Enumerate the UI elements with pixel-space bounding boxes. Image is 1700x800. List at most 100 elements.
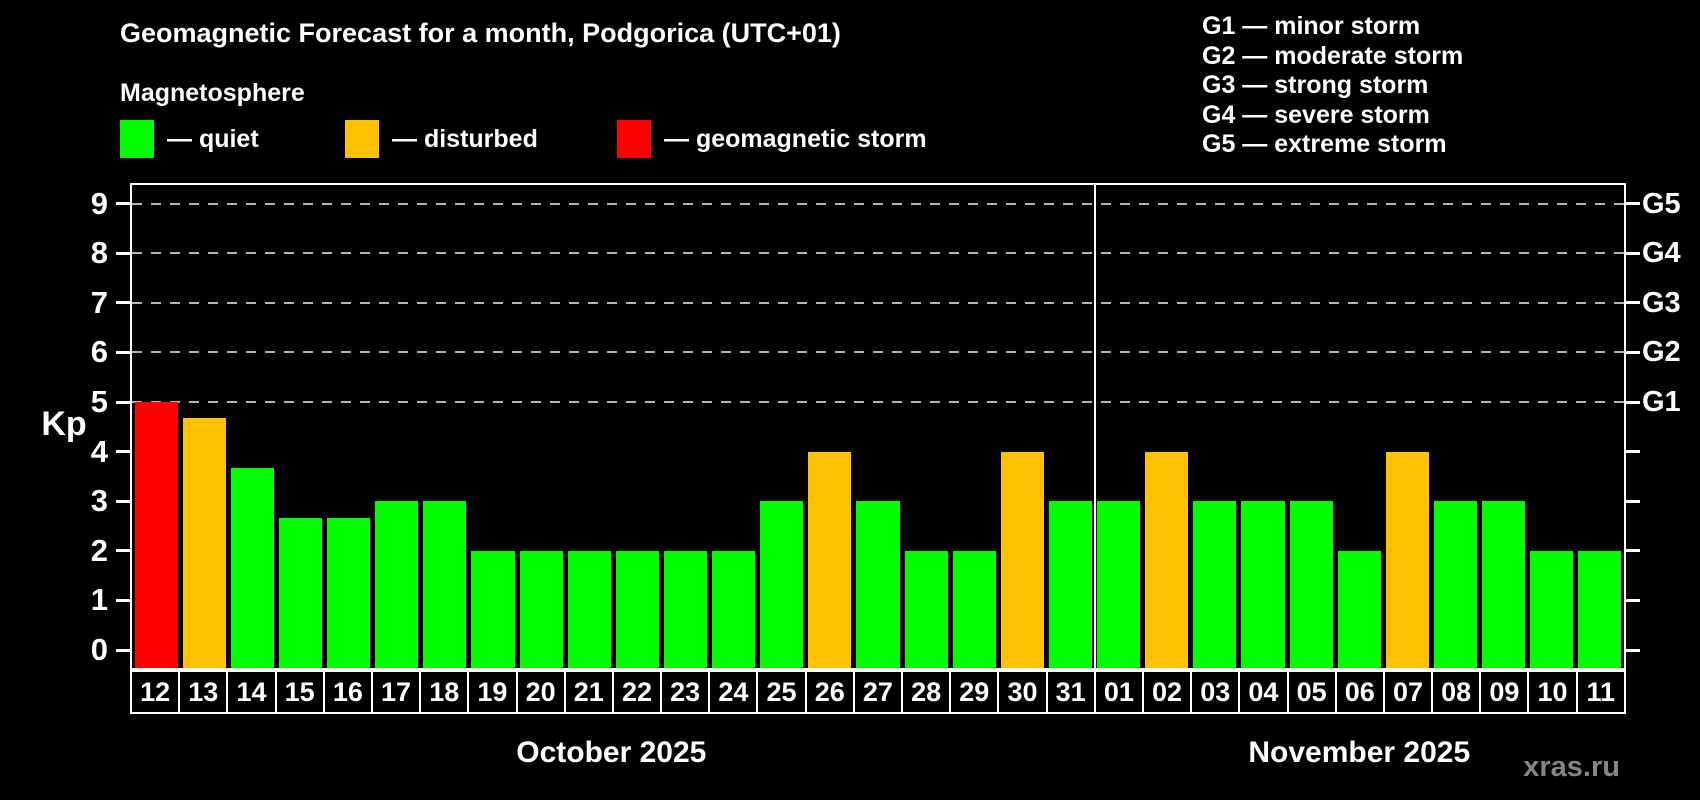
disturbed-color-swatch bbox=[345, 120, 379, 158]
date-cell-17: 17 bbox=[370, 670, 422, 714]
kp-bar-10 bbox=[1530, 550, 1574, 668]
y-axis-tick-label-6: 6 bbox=[90, 334, 108, 370]
date-cell-15: 15 bbox=[274, 670, 325, 714]
plot-area bbox=[132, 185, 1624, 668]
y-tick-right-6 bbox=[1626, 350, 1640, 354]
y-tick-left-5 bbox=[116, 400, 130, 404]
y-axis-tick-label-7: 7 bbox=[90, 284, 108, 320]
date-cell-01: 01 bbox=[1093, 670, 1144, 714]
quiet-color-swatch bbox=[120, 120, 154, 158]
g-level-label-g1: G1 bbox=[1642, 386, 1681, 418]
y-axis-tick-label-4: 4 bbox=[90, 433, 108, 469]
legend-label-storm: — geomagnetic storm bbox=[664, 124, 927, 153]
y-tick-left-9 bbox=[116, 202, 130, 206]
date-cell-30: 30 bbox=[997, 670, 1048, 714]
gridline-kp9 bbox=[132, 202, 1624, 205]
date-cell-27: 27 bbox=[852, 670, 903, 714]
g5-legend-line: G5 — extreme storm bbox=[1202, 130, 1447, 158]
g2-legend-line: G2 — moderate storm bbox=[1202, 41, 1464, 70]
month-label-november: November 2025 bbox=[1248, 736, 1471, 769]
gridline-kp5 bbox=[132, 401, 1624, 403]
kp-bar-18 bbox=[423, 501, 467, 668]
y-axis-tick-label-2: 2 bbox=[90, 532, 108, 568]
y-axis-title-kp: Kp bbox=[41, 405, 87, 443]
kp-bar-31 bbox=[1048, 501, 1093, 668]
kp-bar-22 bbox=[615, 550, 659, 668]
kp-bar-27 bbox=[856, 501, 900, 668]
y-tick-left-4 bbox=[116, 450, 130, 454]
y-tick-right-2 bbox=[1626, 549, 1640, 553]
date-cell-13: 13 bbox=[178, 670, 229, 714]
y-axis-tick-label-3: 3 bbox=[90, 483, 108, 519]
plot-frame bbox=[130, 183, 1626, 670]
kp-bar-28 bbox=[904, 550, 948, 668]
kp-bar-14 bbox=[230, 467, 274, 668]
y-axis-tick-label-0: 0 bbox=[90, 632, 108, 667]
date-cell-05: 05 bbox=[1286, 670, 1337, 714]
y-tick-left-3 bbox=[116, 499, 130, 503]
y-axis-tick-label-5: 5 bbox=[90, 384, 108, 419]
chart-subtitle: Magnetosphere bbox=[120, 79, 305, 107]
date-cell-28: 28 bbox=[901, 670, 952, 714]
date-cell-10: 10 bbox=[1527, 670, 1578, 714]
g4-legend-line: G4 — severe storm bbox=[1202, 100, 1430, 129]
chart-title: Geomagnetic Forecast for a month, Podgor… bbox=[120, 18, 841, 48]
g1-legend-line: G1 — minor storm bbox=[1202, 12, 1421, 40]
legend-item-disturbed: — disturbed bbox=[345, 120, 538, 158]
g3-legend-line: G3 — strong storm bbox=[1202, 71, 1429, 99]
date-cell-21: 21 bbox=[563, 670, 614, 714]
y-tick-right-9 bbox=[1626, 202, 1640, 206]
date-cell-26: 26 bbox=[804, 670, 855, 714]
date-cell-16: 16 bbox=[322, 670, 373, 714]
kp-bar-30 bbox=[1000, 451, 1044, 668]
gridline-kp7 bbox=[132, 301, 1624, 304]
kp-bar-04 bbox=[1241, 501, 1285, 668]
legend-label-disturbed: — disturbed bbox=[392, 124, 538, 153]
date-cell-06: 06 bbox=[1334, 670, 1385, 714]
kp-bar-16 bbox=[327, 517, 371, 668]
kp-bar-25 bbox=[760, 501, 804, 668]
date-cell-11: 11 bbox=[1575, 670, 1626, 714]
kp-bar-02 bbox=[1145, 451, 1189, 668]
y-tick-left-7 bbox=[116, 301, 130, 305]
date-cell-09: 09 bbox=[1479, 670, 1530, 714]
y-tick-right-4 bbox=[1626, 450, 1640, 454]
kp-bar-17 bbox=[375, 501, 419, 668]
gridline-kp8 bbox=[132, 252, 1624, 255]
y-tick-left-0 bbox=[116, 648, 130, 652]
date-cell-12: 12 bbox=[130, 670, 181, 714]
y-tick-right-7 bbox=[1626, 301, 1640, 305]
y-tick-left-2 bbox=[116, 549, 130, 553]
kp-bar-05 bbox=[1289, 501, 1333, 668]
storm-color-swatch bbox=[617, 120, 651, 158]
y-axis-tick-label-9: 9 bbox=[90, 185, 108, 221]
kp-bar-24 bbox=[712, 550, 756, 668]
y-tick-left-1 bbox=[116, 598, 130, 602]
date-cell-02: 02 bbox=[1141, 670, 1193, 714]
date-cell-20: 20 bbox=[515, 670, 566, 714]
date-cell-25: 25 bbox=[756, 670, 807, 714]
g-level-label-g5: G5 bbox=[1642, 187, 1681, 220]
kp-bar-21 bbox=[567, 550, 611, 668]
date-cell-23: 23 bbox=[660, 670, 711, 714]
date-cell-18: 18 bbox=[419, 670, 470, 714]
g-scale-legend: G1 — minor storm G2 — moderate storm G3 … bbox=[1202, 12, 1463, 160]
kp-bar-20 bbox=[519, 550, 563, 668]
kp-bar-13 bbox=[182, 418, 226, 668]
y-tick-left-6 bbox=[116, 350, 130, 354]
y-tick-left-8 bbox=[116, 251, 130, 255]
month-separator bbox=[1093, 185, 1096, 668]
legend-label-quiet: — quiet bbox=[167, 124, 259, 153]
date-cell-07: 07 bbox=[1382, 670, 1434, 714]
y-tick-right-8 bbox=[1626, 251, 1640, 255]
date-cell-04: 04 bbox=[1238, 670, 1289, 714]
kp-bar-15 bbox=[278, 517, 322, 668]
xras-watermark: xras.ru bbox=[1523, 751, 1620, 783]
kp-bar-09 bbox=[1482, 501, 1526, 668]
g-level-label-g4: G4 bbox=[1642, 237, 1681, 270]
kp-bar-29 bbox=[952, 550, 996, 668]
kp-bar-11 bbox=[1578, 550, 1622, 668]
legend-item-storm: — geomagnetic storm bbox=[617, 120, 927, 158]
kp-bar-08 bbox=[1433, 501, 1478, 668]
